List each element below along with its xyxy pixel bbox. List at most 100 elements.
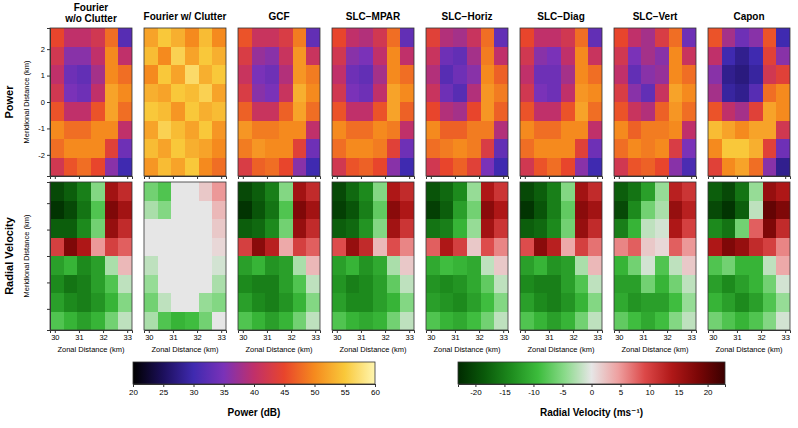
- y-tick-label: -2: [38, 151, 45, 160]
- heatmap-cell: [199, 102, 213, 121]
- heatmap-cell: [669, 201, 683, 220]
- heatmap-cell: [641, 201, 655, 220]
- heatmap-cell: [359, 201, 373, 220]
- heatmap-cell: [467, 219, 481, 238]
- axis-line: [333, 177, 415, 180]
- x-tick: [315, 176, 316, 179]
- heatmap-cell: [655, 256, 669, 275]
- heatmap-cell: [293, 256, 307, 275]
- heatmap-cell: [91, 121, 105, 140]
- x-tick-label: 33: [406, 333, 414, 342]
- x-tick: 31: [545, 330, 553, 342]
- heatmap-cell: [588, 121, 602, 140]
- heatmap-cell: [212, 275, 226, 294]
- heatmap-cell: [77, 158, 91, 177]
- heatmap-cell: [158, 121, 172, 140]
- x-tick: 32: [663, 330, 671, 342]
- x-tick: 33: [782, 330, 790, 342]
- heatmap-cell: [387, 293, 401, 312]
- heatmap-cell: [641, 65, 655, 84]
- heatmap-cell: [467, 102, 481, 121]
- cells: [238, 28, 320, 176]
- heatmap-cell: [520, 139, 534, 158]
- cells: [144, 28, 226, 176]
- heatmap-cell: [440, 65, 454, 84]
- heatmap-cell: [494, 139, 508, 158]
- heatmap-cell: [238, 121, 252, 140]
- x-tick-label: 31: [357, 333, 365, 342]
- panel-title: Capon: [733, 11, 764, 22]
- axis-line: [521, 331, 603, 334]
- heatmap-cell: [467, 256, 481, 275]
- heatmap-cell: [359, 293, 373, 312]
- heatmap-cell: [91, 158, 105, 177]
- colorbar-tick-label: 45: [280, 388, 289, 397]
- x-tick: 31: [639, 330, 647, 342]
- y-axis-title: Meridional Distance (km): [22, 60, 31, 143]
- heatmap-cell: [682, 121, 696, 140]
- heatmap-cell: [669, 275, 683, 294]
- heatmap-cell: [359, 182, 373, 201]
- heatmap-cell: [118, 102, 132, 121]
- heatmap-cell: [628, 219, 642, 238]
- heatmap-cell: [440, 256, 454, 275]
- heatmap-cell: [588, 84, 602, 103]
- axis-line: [615, 331, 697, 334]
- heatmap-cell: [238, 139, 252, 158]
- heatmap-cell: [105, 84, 119, 103]
- heatmap-cell: [669, 182, 683, 201]
- heatmap-cell: [547, 201, 561, 220]
- heatmap-cell: [776, 65, 790, 84]
- heatmap-cell: [91, 28, 105, 47]
- colorbar-tick-label: 10: [646, 388, 655, 397]
- panel: 30313233Zonal Distance (km): [614, 182, 697, 354]
- x-tick-mark: [55, 176, 56, 179]
- x-tick-mark: [643, 176, 644, 179]
- heatmap-cell: [252, 65, 266, 84]
- heatmap-cell: [776, 84, 790, 103]
- heatmap-cell: [346, 182, 360, 201]
- heatmap-cell: [520, 84, 534, 103]
- heatmap-cell: [628, 256, 642, 275]
- heatmap-cell: [238, 158, 252, 177]
- heatmap-cell: [50, 256, 64, 275]
- heatmap-cell: [735, 65, 749, 84]
- heatmap-cell: [763, 219, 777, 238]
- heatmap-cell: [293, 238, 307, 257]
- x-axis: 30313233: [333, 330, 415, 342]
- heatmap-cell: [293, 158, 307, 177]
- panel-title-line: w/o Clutter: [64, 13, 117, 24]
- heatmap-cell: [158, 201, 172, 220]
- x-axis: 30313233: [521, 330, 603, 342]
- y-tick: -1: [38, 124, 50, 133]
- heatmap-cell: [293, 293, 307, 312]
- x-tick-mark: [173, 176, 174, 179]
- heatmap-cell: [481, 47, 495, 66]
- heatmap-cell: [279, 84, 293, 103]
- heatmap-cell: [118, 47, 132, 66]
- x-tick-label: 33: [218, 333, 226, 342]
- panel: 30313233Zonal Distance (km): [47, 182, 133, 354]
- x-tick-label: 32: [99, 333, 107, 342]
- y-tick-mark: [47, 282, 50, 283]
- x-tick-mark: [267, 176, 268, 179]
- x-tick: [409, 176, 410, 179]
- heatmap-cell: [359, 47, 373, 66]
- heatmap-cell: [332, 312, 346, 331]
- heatmap-cell: [708, 275, 722, 294]
- colorbar-tick-label: 5: [619, 388, 624, 397]
- heatmap-cell: [614, 158, 628, 177]
- heatmap-cell: [77, 312, 91, 331]
- heatmap-cell: [682, 65, 696, 84]
- heatmap-cell: [105, 256, 119, 275]
- x-axis: 30313233: [615, 330, 697, 342]
- heatmap-cell: [426, 201, 440, 220]
- heatmap-cell: [426, 275, 440, 294]
- heatmap-cell: [77, 102, 91, 121]
- axis-line: [239, 331, 321, 334]
- heatmap-cell: [735, 121, 749, 140]
- heatmap-cell: [158, 84, 172, 103]
- heatmap-cell: [306, 139, 320, 158]
- heatmap-cell: [91, 293, 105, 312]
- colorbar-tick-mark: [224, 384, 225, 387]
